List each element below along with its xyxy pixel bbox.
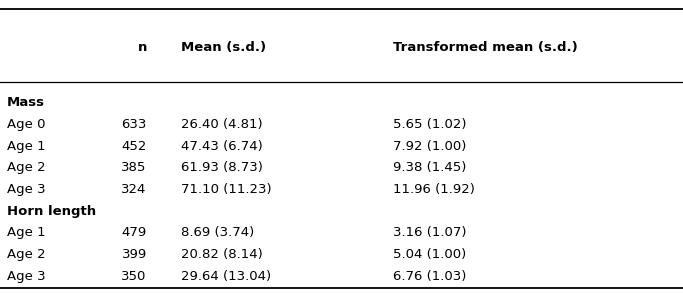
Text: Age 0: Age 0 <box>7 118 45 131</box>
Text: Age 3: Age 3 <box>7 183 46 196</box>
Text: Mass: Mass <box>7 96 45 109</box>
Text: 71.10 (11.23): 71.10 (11.23) <box>181 183 272 196</box>
Text: 11.96 (1.92): 11.96 (1.92) <box>393 183 475 196</box>
Text: 20.82 (8.14): 20.82 (8.14) <box>181 248 263 261</box>
Text: 633: 633 <box>122 118 147 131</box>
Text: 350: 350 <box>122 270 147 283</box>
Text: 29.64 (13.04): 29.64 (13.04) <box>181 270 271 283</box>
Text: 26.40 (4.81): 26.40 (4.81) <box>181 118 263 131</box>
Text: 61.93 (8.73): 61.93 (8.73) <box>181 161 263 174</box>
Text: 8.69 (3.74): 8.69 (3.74) <box>181 226 254 240</box>
Text: 9.38 (1.45): 9.38 (1.45) <box>393 161 466 174</box>
Text: Age 3: Age 3 <box>7 270 46 283</box>
Text: Transformed mean (s.d.): Transformed mean (s.d.) <box>393 41 577 54</box>
Text: 6.76 (1.03): 6.76 (1.03) <box>393 270 466 283</box>
Text: 5.65 (1.02): 5.65 (1.02) <box>393 118 466 131</box>
Text: 452: 452 <box>122 140 147 153</box>
Text: Age 2: Age 2 <box>7 161 46 174</box>
Text: 47.43 (6.74): 47.43 (6.74) <box>181 140 263 153</box>
Text: 479: 479 <box>122 226 147 240</box>
Text: 7.92 (1.00): 7.92 (1.00) <box>393 140 466 153</box>
Text: Age 2: Age 2 <box>7 248 46 261</box>
Text: 5.04 (1.00): 5.04 (1.00) <box>393 248 466 261</box>
Text: Age 1: Age 1 <box>7 140 46 153</box>
Text: n: n <box>137 41 147 54</box>
Text: 385: 385 <box>122 161 147 174</box>
Text: Mean (s.d.): Mean (s.d.) <box>181 41 266 54</box>
Text: 399: 399 <box>122 248 147 261</box>
Text: 324: 324 <box>122 183 147 196</box>
Text: 3.16 (1.07): 3.16 (1.07) <box>393 226 466 240</box>
Text: Horn length: Horn length <box>7 205 96 218</box>
Text: Age 1: Age 1 <box>7 226 46 240</box>
